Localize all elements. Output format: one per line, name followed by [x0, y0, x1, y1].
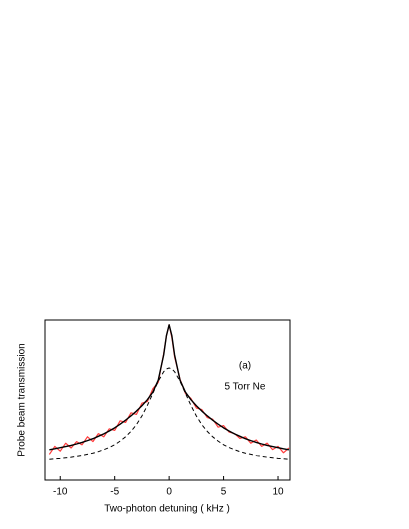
y-axis-label: Probe beam transmission [17, 343, 28, 456]
x-tick-label: -5 [110, 487, 119, 498]
x-tick-label: 10 [272, 487, 284, 498]
annotation: 5 Torr Ne [225, 382, 266, 393]
plot-frame [44, 319, 291, 481]
x-tick-label: -10 [53, 487, 68, 498]
data-line [49, 367, 289, 460]
data-line [49, 324, 290, 451]
x-axis-label: Two-photon detuning ( kHz ) [104, 504, 230, 515]
annotation: (a) [239, 361, 251, 372]
x-tick-label: 5 [221, 487, 227, 498]
x-tick-label: 0 [166, 487, 172, 498]
